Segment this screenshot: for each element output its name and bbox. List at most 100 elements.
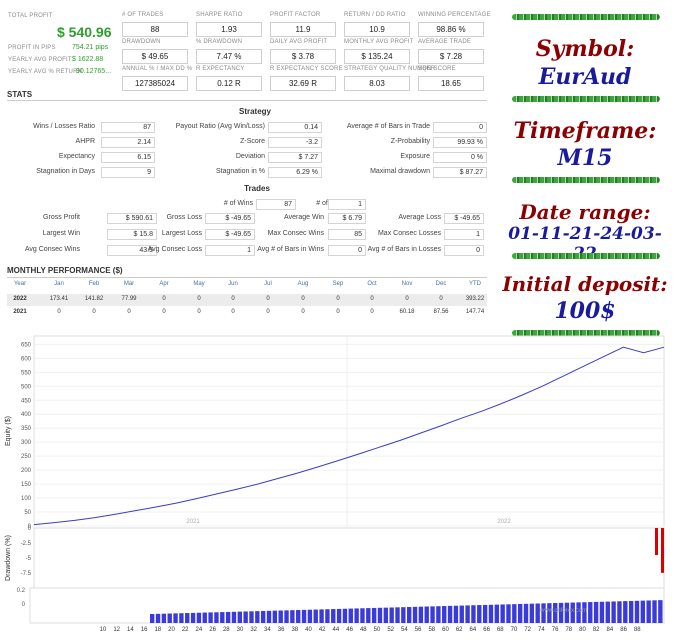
table-header: Jan (54, 281, 64, 287)
table-header: Feb (88, 281, 100, 287)
x-tick-label: 76 (552, 627, 559, 633)
trade-bar (634, 600, 640, 623)
table-cell: 0 (439, 296, 443, 302)
stat-label: Payout Ratio (Avg Win/Loss) (175, 123, 265, 130)
drawdown-bar (655, 528, 658, 555)
trade-bar (424, 606, 429, 623)
x-tick-label: 40 (305, 627, 312, 633)
stat-value: 0 % (433, 152, 487, 163)
trade-bar (255, 611, 260, 623)
chain-divider (512, 14, 660, 20)
x-tick-label: 56 (415, 627, 422, 633)
stat-label: Avg # of Bars in Losses (367, 246, 441, 253)
x-tick-label: 42 (319, 627, 326, 633)
metric-label: STRATEGY QUALITY NUMBER (344, 66, 436, 72)
trade-bar (225, 611, 231, 623)
trade-bar (331, 609, 336, 623)
y-tick-label: 300 (21, 440, 32, 446)
equity-line (33, 346, 665, 526)
stat-label: Avg # of Bars in Wins (257, 246, 324, 253)
stat-label: Z-Score (240, 138, 265, 145)
trade-bar (453, 605, 459, 623)
x-tick-label: 12 (113, 627, 120, 633)
trade-bar (477, 605, 482, 623)
stat-label: Average Win (284, 214, 324, 221)
table-cell: 393.22 (465, 296, 485, 302)
trade-bar (249, 611, 254, 623)
stat-label: Exposure (400, 153, 430, 160)
yearly-avg-return-value: 90.12765... (76, 68, 112, 75)
table-header: Nov (401, 281, 413, 287)
trade-bar (161, 613, 167, 623)
chain-divider (512, 177, 660, 183)
x-tick-label: 46 (346, 627, 353, 633)
x-tick-label: 60 (442, 627, 449, 633)
trade-bar (179, 613, 184, 623)
metric-label: R EXPECTANCY SCORE (270, 66, 343, 72)
stat-value: 6.15 (101, 152, 155, 163)
table-cell: 0 (197, 296, 201, 302)
x-tick-label: 16 (141, 627, 148, 633)
trade-bar (529, 603, 535, 623)
metric-value: 10.9 (344, 22, 410, 37)
stat-value: $ -49.65 (205, 213, 255, 224)
trade-bar (290, 610, 295, 623)
table-cell: 77.99 (121, 296, 137, 302)
stat-value: 1 (444, 229, 484, 240)
stat-label: Average Loss (398, 214, 441, 221)
chain-divider (512, 96, 660, 102)
stat-label: Maximal drawdown (370, 168, 430, 175)
x-tick-label: 68 (497, 627, 504, 633)
trade-bar (307, 609, 313, 623)
x-tick-label: 88 (634, 627, 641, 633)
monthly-title: MONTHLY PERFORMANCE ($) (7, 266, 123, 275)
metric-value: 127385024 (122, 76, 188, 91)
trade-bar (354, 608, 359, 623)
metric-label: ANNUAL % / MAX DD % (122, 66, 193, 72)
metric-label: DRAWDOWN (122, 39, 161, 45)
metric-value: $ 49.65 (122, 49, 188, 64)
x-tick-label: 20 (168, 627, 175, 633)
table-cell: 0 (231, 309, 235, 315)
y-tick-label: 50 (24, 510, 31, 516)
table-cell: 0 (266, 309, 270, 315)
stat-value: $ 6.79 (328, 213, 366, 224)
profit-pips-value: 754.21 pips (72, 44, 109, 51)
trade-bar (564, 602, 570, 623)
trade-bar (243, 611, 248, 623)
table-cell: 173.41 (49, 296, 69, 302)
total-profit-label: TOTAL PROFIT (8, 13, 53, 19)
symbol-value: EurAud (538, 64, 632, 90)
trade-bar (167, 613, 172, 623)
table-cell: 0 (301, 296, 305, 302)
metric-value: 0.12 R (196, 76, 262, 91)
stat-value: 0.14 (268, 122, 322, 133)
table-cell: 60.18 (399, 309, 415, 315)
stat-value: $ -49.65 (205, 229, 255, 240)
table-header: Dec (435, 281, 447, 287)
stat-label: Avg Consec Loss (147, 246, 202, 253)
trade-bar (383, 607, 389, 623)
x-tick-label: 34 (264, 627, 271, 633)
x-period-label: 2022 (497, 519, 511, 525)
timeframe-value: M15 (557, 145, 613, 171)
metric-value: $ 135.24 (344, 49, 410, 64)
drawdown-bar (661, 528, 664, 573)
trade-bar (395, 607, 400, 623)
trade-bar (488, 604, 494, 623)
trade-bar (155, 613, 161, 623)
stat-value: 0 (444, 245, 484, 256)
stat-label: AHPR (75, 138, 95, 145)
profit-pips-label: PROFIT IN PIPS (8, 45, 56, 51)
trade-bar (611, 601, 616, 623)
x-tick-label: 50 (374, 627, 381, 633)
stats-divider (7, 100, 487, 101)
table-header: Year (13, 281, 27, 287)
x-tick-label: 14 (127, 627, 134, 633)
trade-bar (547, 603, 552, 623)
x-tick-label: 78 (565, 627, 572, 633)
trade-bar (360, 608, 365, 623)
trade-bar (389, 607, 394, 623)
trade-bars-chart: 0.2 0 10 12 14 16 18 20 22 24 26 28 30 32 34 36 38 40 42 44… (17, 587, 665, 633)
metric-label: SHARPE RATIO (196, 12, 243, 18)
